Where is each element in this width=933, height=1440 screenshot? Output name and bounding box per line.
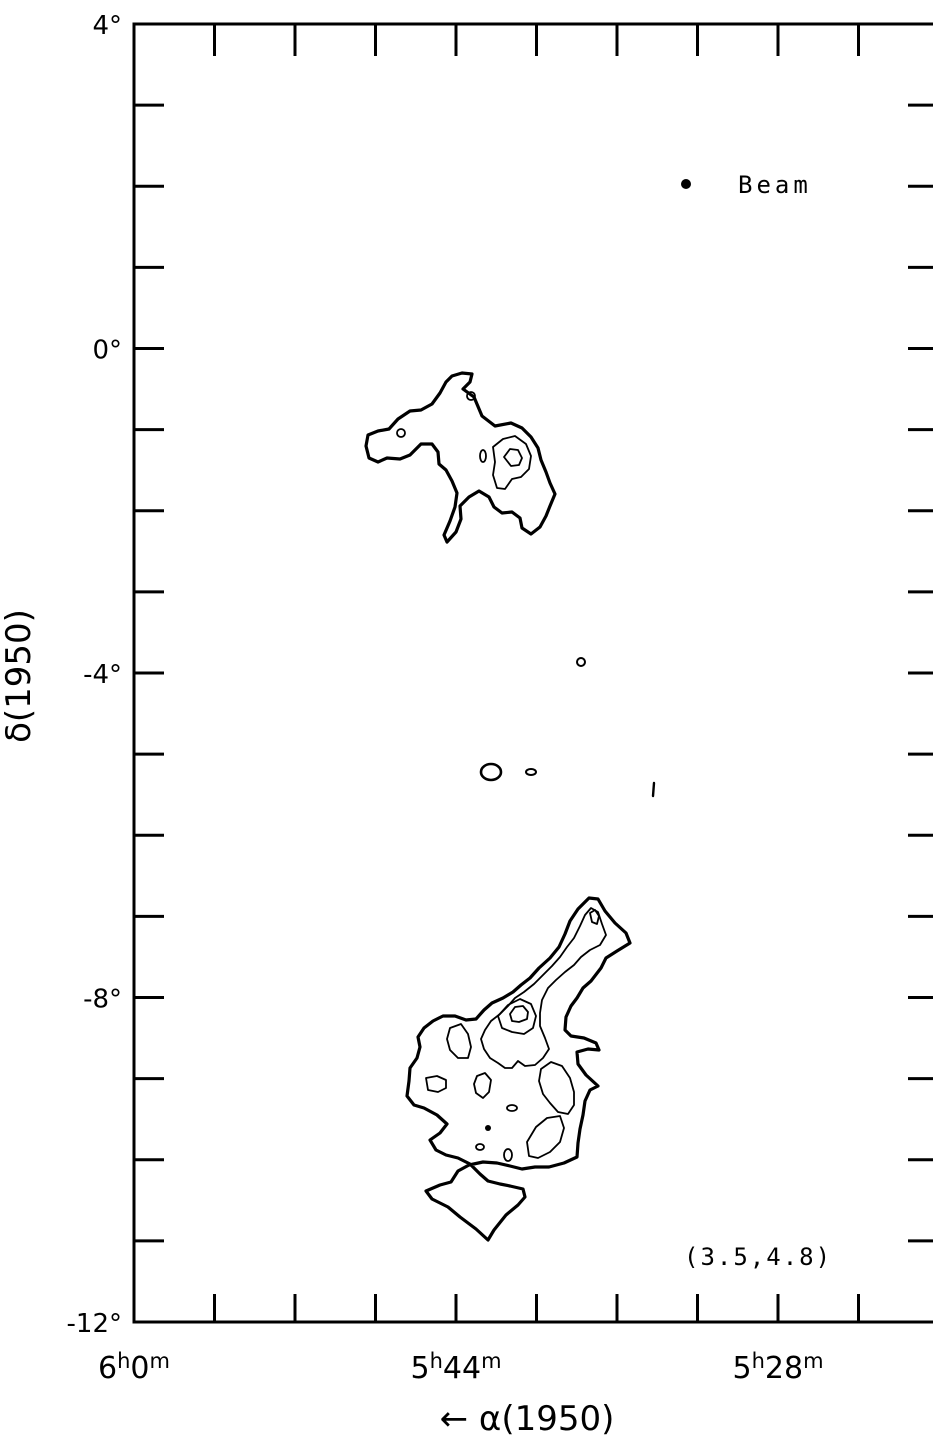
south-cloud-inner-contour bbox=[526, 1115, 565, 1159]
south-cloud-inner-contour bbox=[473, 1072, 492, 1099]
isolated-contour bbox=[576, 657, 586, 667]
x-tick-label: 5h28m bbox=[732, 1349, 823, 1386]
y-tick-labels: 4° 0° -4° -8° -12° bbox=[67, 11, 122, 1339]
south-cloud-inner-contour bbox=[538, 1061, 575, 1115]
y-tick-label: 4° bbox=[92, 11, 122, 41]
isolated-contour bbox=[479, 762, 503, 782]
south-cloud-inner-contour bbox=[446, 1023, 472, 1059]
x-tick-label: 5h44m bbox=[410, 1349, 501, 1386]
x-tick-labels: 6h0m 5h44m 5h28m bbox=[98, 1349, 824, 1386]
north-cloud-small-contour bbox=[479, 449, 487, 463]
north-cloud-peak-contour bbox=[503, 448, 523, 467]
beam-marker bbox=[681, 179, 691, 189]
contour-levels-label: (3.5,4.8) bbox=[684, 1243, 832, 1271]
south-cloud-peak-contour bbox=[589, 909, 600, 925]
plot-border bbox=[132, 22, 933, 1324]
north-cloud-small-contour bbox=[396, 428, 406, 438]
south-cloud-inner-contour bbox=[425, 1075, 447, 1093]
x-tick-label: 6h0m bbox=[98, 1349, 170, 1386]
south-cloud-small-contour bbox=[503, 1148, 513, 1162]
y-tick-label: -4° bbox=[83, 660, 122, 690]
south-cloud-outer-contour bbox=[405, 896, 632, 1242]
south-cloud-peak-contour bbox=[509, 1005, 529, 1023]
isolated-contour bbox=[525, 768, 537, 776]
south-cloud-inner-contour bbox=[480, 907, 607, 1069]
y-tick-label: -12° bbox=[67, 1309, 122, 1339]
axis-ticks bbox=[134, 24, 933, 1322]
contour-layer bbox=[364, 371, 656, 1242]
north-cloud-outer-contour bbox=[364, 371, 557, 544]
south-cloud-dot bbox=[485, 1125, 491, 1131]
y-tick-label: 0° bbox=[92, 336, 122, 366]
south-cloud-small-contour bbox=[475, 1143, 485, 1151]
y-tick-label: -8° bbox=[83, 985, 122, 1015]
south-cloud-small-contour bbox=[506, 1104, 518, 1112]
x-axis-title: ← α(1950) bbox=[440, 1399, 615, 1439]
north-cloud-inner-contour bbox=[492, 435, 532, 490]
beam-label: Beam bbox=[738, 171, 812, 199]
y-axis-title: δ(1950) bbox=[0, 609, 39, 743]
north-cloud-small-contour bbox=[466, 391, 476, 401]
plot-frame bbox=[132, 22, 933, 1324]
south-cloud-inner-contour bbox=[497, 998, 537, 1035]
isolated-contour bbox=[651, 781, 656, 798]
